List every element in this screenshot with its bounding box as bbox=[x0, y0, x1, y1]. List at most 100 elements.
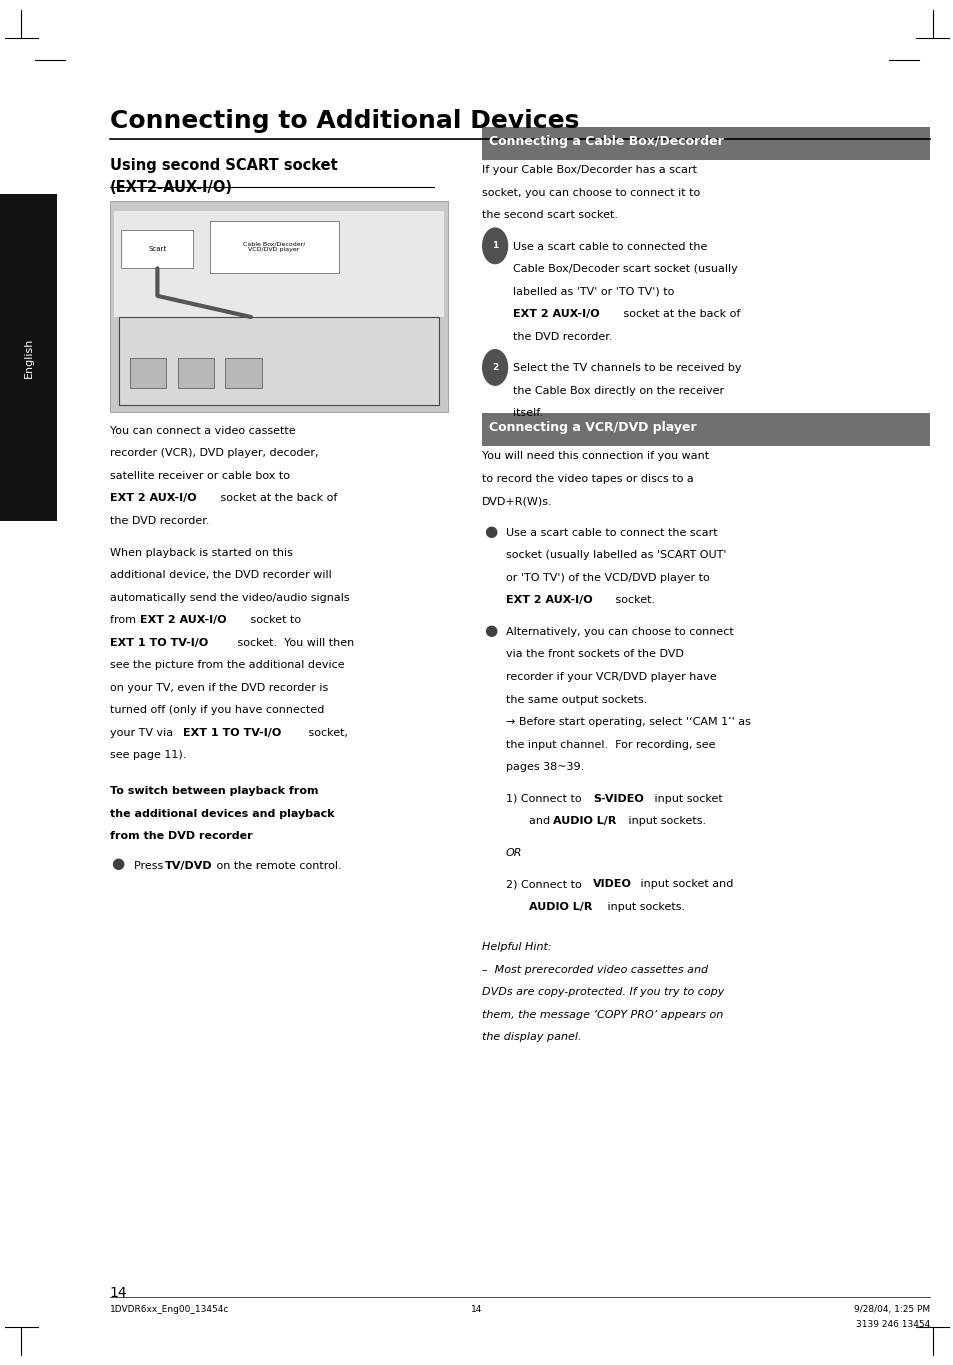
FancyBboxPatch shape bbox=[130, 358, 166, 388]
Text: the input channel.  For recording, see: the input channel. For recording, see bbox=[505, 740, 715, 749]
Text: additional device, the DVD recorder will: additional device, the DVD recorder will bbox=[110, 571, 331, 580]
FancyBboxPatch shape bbox=[114, 212, 443, 317]
Circle shape bbox=[482, 349, 507, 385]
Text: the DVD recorder.: the DVD recorder. bbox=[513, 332, 612, 341]
Text: 1DVDR6xx_Eng00_13454c: 1DVDR6xx_Eng00_13454c bbox=[110, 1305, 229, 1314]
Text: DVDs are copy-protected. If you try to copy: DVDs are copy-protected. If you try to c… bbox=[481, 987, 723, 998]
Text: ●: ● bbox=[483, 622, 497, 637]
FancyBboxPatch shape bbox=[177, 358, 213, 388]
Text: EXT 1 TO TV-I/O: EXT 1 TO TV-I/O bbox=[183, 728, 281, 737]
FancyBboxPatch shape bbox=[210, 221, 338, 273]
Text: socket,: socket, bbox=[305, 728, 348, 737]
Text: the second scart socket.: the second scart socket. bbox=[481, 210, 618, 220]
FancyBboxPatch shape bbox=[110, 201, 448, 412]
Text: 2: 2 bbox=[492, 363, 497, 371]
Text: socket.: socket. bbox=[612, 595, 655, 606]
Text: from: from bbox=[110, 616, 139, 625]
Text: or 'TO TV') of the VCD/DVD player to: or 'TO TV') of the VCD/DVD player to bbox=[505, 573, 709, 583]
Text: (EXT2-AUX-I/O): (EXT2-AUX-I/O) bbox=[110, 180, 233, 195]
Text: EXT 1 TO TV-I/O: EXT 1 TO TV-I/O bbox=[110, 637, 208, 647]
Text: to record the video tapes or discs to a: to record the video tapes or discs to a bbox=[481, 474, 693, 483]
Text: 14: 14 bbox=[471, 1305, 482, 1314]
Text: the additional devices and playback: the additional devices and playback bbox=[110, 808, 334, 819]
Text: automatically send the video/audio signals: automatically send the video/audio signa… bbox=[110, 592, 349, 602]
Text: Helpful Hint:: Helpful Hint: bbox=[481, 942, 551, 953]
Text: from the DVD recorder: from the DVD recorder bbox=[110, 831, 253, 841]
FancyBboxPatch shape bbox=[119, 317, 438, 405]
Text: via the front sockets of the DVD: via the front sockets of the DVD bbox=[505, 650, 682, 659]
Text: Cable Box/Decoder scart socket (usually: Cable Box/Decoder scart socket (usually bbox=[513, 265, 738, 274]
Text: EXT 2 AUX-I/O: EXT 2 AUX-I/O bbox=[505, 595, 592, 606]
Text: recorder if your VCR/DVD player have: recorder if your VCR/DVD player have bbox=[505, 672, 716, 682]
Text: If your Cable Box/Decorder has a scart: If your Cable Box/Decorder has a scart bbox=[481, 165, 696, 175]
Text: VIDEO: VIDEO bbox=[593, 879, 632, 889]
Text: Connecting to Additional Devices: Connecting to Additional Devices bbox=[110, 109, 578, 134]
Text: pages 38~39.: pages 38~39. bbox=[505, 762, 583, 773]
Text: ●: ● bbox=[112, 856, 125, 871]
Text: Press: Press bbox=[133, 860, 166, 871]
Text: input sockets.: input sockets. bbox=[603, 902, 684, 912]
Text: on your TV, even if the DVD recorder is: on your TV, even if the DVD recorder is bbox=[110, 682, 328, 692]
Text: the Cable Box directly on the receiver: the Cable Box directly on the receiver bbox=[513, 386, 723, 396]
FancyBboxPatch shape bbox=[481, 127, 929, 160]
Text: itself.: itself. bbox=[513, 408, 543, 419]
Text: socket.  You will then: socket. You will then bbox=[233, 637, 354, 647]
Text: Connecting a VCR/DVD player: Connecting a VCR/DVD player bbox=[489, 422, 697, 434]
Text: –  Most prerecorded video cassettes and: – Most prerecorded video cassettes and bbox=[481, 965, 707, 975]
Text: When playback is started on this: When playback is started on this bbox=[110, 547, 293, 557]
Text: Alternatively, you can choose to connect: Alternatively, you can choose to connect bbox=[505, 627, 733, 637]
Text: 2) Connect to: 2) Connect to bbox=[505, 879, 584, 889]
Text: You can connect a video cassette: You can connect a video cassette bbox=[110, 426, 295, 435]
Text: and: and bbox=[529, 816, 554, 826]
Text: OR: OR bbox=[505, 848, 521, 857]
Text: Scart: Scart bbox=[149, 246, 166, 253]
FancyBboxPatch shape bbox=[481, 414, 929, 446]
Text: Select the TV channels to be received by: Select the TV channels to be received by bbox=[513, 363, 741, 374]
Text: ●: ● bbox=[483, 524, 497, 539]
Text: Use a scart cable to connect the scart: Use a scart cable to connect the scart bbox=[505, 528, 717, 538]
FancyBboxPatch shape bbox=[121, 231, 193, 269]
Text: EXT 2 AUX-I/O: EXT 2 AUX-I/O bbox=[140, 616, 227, 625]
Text: socket (usually labelled as 'SCART OUT': socket (usually labelled as 'SCART OUT' bbox=[505, 550, 725, 561]
Text: input socket: input socket bbox=[650, 793, 721, 804]
Text: AUDIO L/R: AUDIO L/R bbox=[553, 816, 616, 826]
Text: them, the message ‘COPY PRO’ appears on: them, the message ‘COPY PRO’ appears on bbox=[481, 1010, 722, 1020]
Text: Cable Box/Decoder/
VCD/DVD player: Cable Box/Decoder/ VCD/DVD player bbox=[242, 242, 305, 253]
Text: DVD+R(W)s.: DVD+R(W)s. bbox=[481, 497, 552, 506]
Text: your TV via: your TV via bbox=[110, 728, 176, 737]
Text: 1: 1 bbox=[492, 242, 497, 250]
Text: the display panel.: the display panel. bbox=[481, 1032, 580, 1043]
Text: satellite receiver or cable box to: satellite receiver or cable box to bbox=[110, 471, 290, 480]
Text: see page 11).: see page 11). bbox=[110, 751, 186, 760]
Text: input socket and: input socket and bbox=[637, 879, 733, 889]
Text: socket to: socket to bbox=[247, 616, 301, 625]
Text: Use a scart cable to connected the: Use a scart cable to connected the bbox=[513, 242, 707, 251]
Text: To switch between playback from: To switch between playback from bbox=[110, 786, 318, 796]
Text: on the remote control.: on the remote control. bbox=[213, 860, 341, 871]
Text: 3139 246 13454: 3139 246 13454 bbox=[855, 1320, 929, 1330]
Text: Using second SCART socket: Using second SCART socket bbox=[110, 158, 337, 173]
Text: You will need this connection if you want: You will need this connection if you wan… bbox=[481, 452, 708, 461]
Text: the same output sockets.: the same output sockets. bbox=[505, 695, 646, 704]
Text: input sockets.: input sockets. bbox=[624, 816, 705, 826]
Text: the DVD recorder.: the DVD recorder. bbox=[110, 516, 209, 526]
Text: socket, you can choose to connect it to: socket, you can choose to connect it to bbox=[481, 187, 700, 198]
Text: S-VIDEO: S-VIDEO bbox=[593, 793, 643, 804]
Text: socket at the back of: socket at the back of bbox=[619, 310, 740, 319]
Text: Connecting a Cable Box/Decorder: Connecting a Cable Box/Decorder bbox=[489, 135, 723, 149]
Text: TV/DVD: TV/DVD bbox=[165, 860, 213, 871]
Text: recorder (VCR), DVD player, decoder,: recorder (VCR), DVD player, decoder, bbox=[110, 448, 318, 459]
Text: AUDIO L/R: AUDIO L/R bbox=[529, 902, 592, 912]
Text: labelled as 'TV' or 'TO TV') to: labelled as 'TV' or 'TO TV') to bbox=[513, 287, 674, 296]
Text: turned off (only if you have connected: turned off (only if you have connected bbox=[110, 706, 324, 715]
Text: 1) Connect to: 1) Connect to bbox=[505, 793, 584, 804]
Text: English: English bbox=[24, 337, 33, 378]
FancyBboxPatch shape bbox=[225, 358, 261, 388]
Text: see the picture from the additional device: see the picture from the additional devi… bbox=[110, 661, 344, 670]
Circle shape bbox=[482, 228, 507, 263]
Text: EXT 2 AUX-I/O: EXT 2 AUX-I/O bbox=[513, 310, 599, 319]
Text: 9/28/04, 1:25 PM: 9/28/04, 1:25 PM bbox=[853, 1305, 929, 1314]
FancyBboxPatch shape bbox=[0, 194, 57, 521]
Text: 14: 14 bbox=[110, 1286, 127, 1299]
Text: socket at the back of: socket at the back of bbox=[216, 493, 336, 504]
